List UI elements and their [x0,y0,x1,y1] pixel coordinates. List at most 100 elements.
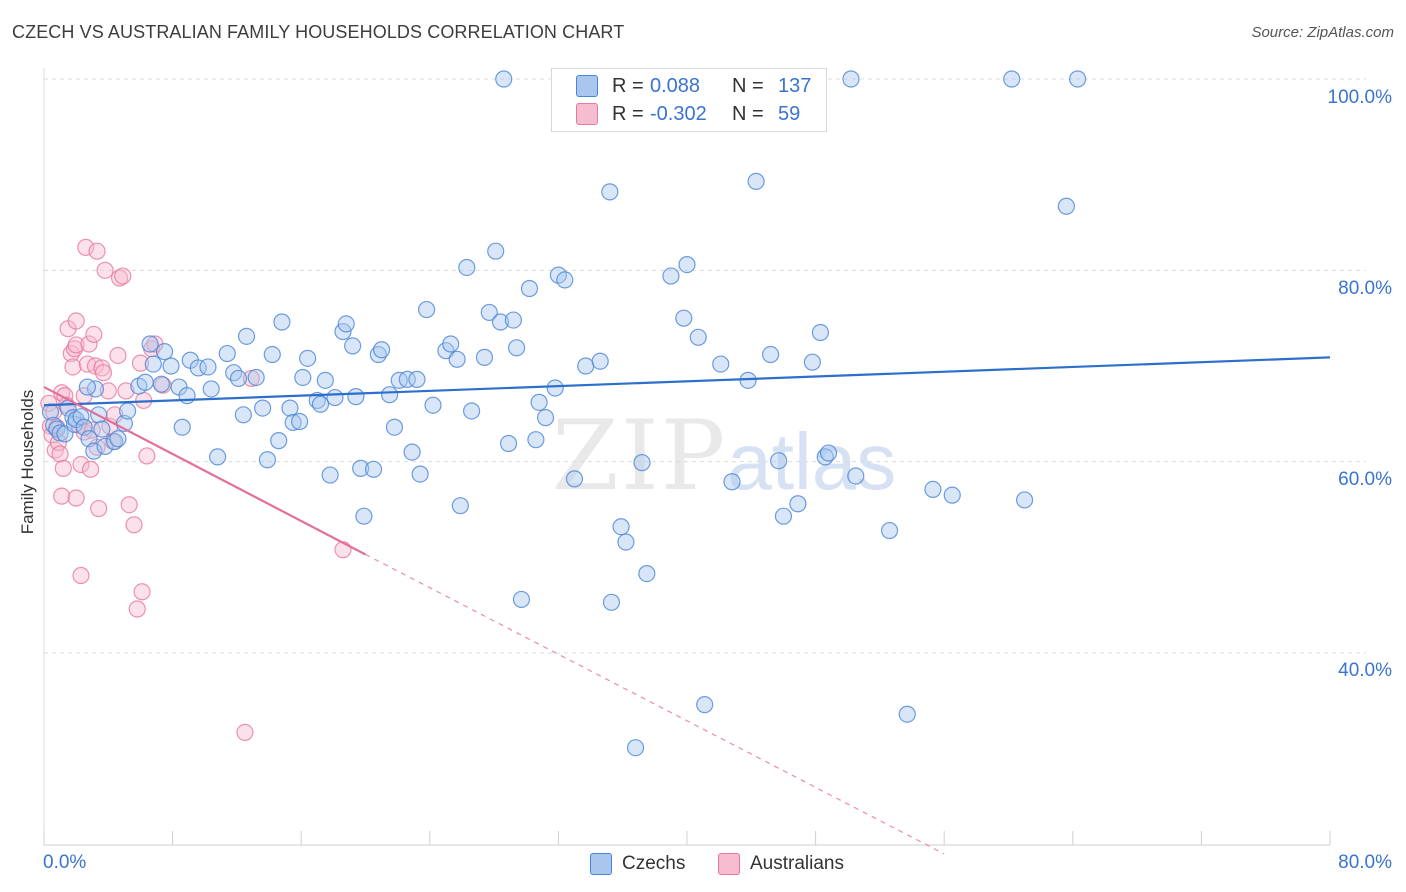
australians-point [53,487,71,505]
czechs-point [924,480,942,499]
czechs-point [601,183,619,201]
czechs-point [712,355,730,373]
x-axis [43,831,1331,846]
australians-points [40,238,352,742]
czechs-point [96,437,114,455]
czechs-point [842,70,860,88]
czechs-point [480,303,498,322]
czechs-point [352,459,370,477]
australians-point [88,242,106,260]
czechs-point [403,443,421,461]
czechs-point [162,357,180,375]
legend-item-czechs[interactable]: Czechs [590,851,685,877]
legend-row-czechs: R = 0.088 N = 137 [576,73,811,99]
australians-point [67,336,85,354]
czechs-point [723,473,741,491]
czechs-point [199,358,217,376]
czechs-point [448,350,466,368]
czechs-point [442,335,460,353]
czechs-point [424,396,442,414]
australians-point [120,496,138,514]
australians-point [128,600,146,618]
czechs-point [141,335,159,353]
czechs-point [263,345,281,364]
czechs-point [1069,70,1087,88]
czechs-point [344,337,362,355]
czechs-point [237,327,256,345]
czechs-point [847,467,865,485]
australians-point [236,723,254,742]
czechs-point [229,369,248,388]
czechs-point [109,430,127,448]
n-label: N = [732,102,764,125]
y-tick-label: 60.0% [1338,469,1392,490]
czechs-point [155,343,174,361]
czechs-point [739,371,757,389]
czechs-point [294,368,312,387]
czechs-point [499,434,518,453]
australians-point [72,566,90,585]
australians-point [334,541,352,559]
czechs-point [372,341,391,359]
czechs-point [662,267,680,285]
australians-point [117,382,135,400]
australians-point [40,394,58,412]
czechs-point [398,370,416,388]
czechs-point [408,370,426,388]
czechs-point [417,300,436,319]
n-value: 59 [778,102,801,125]
czechs-point [247,368,265,387]
czechs-point [774,507,793,525]
australians-point [67,312,85,330]
czechs-trend-line [43,356,1331,407]
r-label: R = [612,74,644,97]
trend-lines [43,356,1331,855]
czechs-point [411,465,429,483]
czechs-point [316,371,334,389]
czechs-point [803,353,821,371]
australians-point [125,516,143,534]
australians-point [109,346,127,365]
australians-point [67,489,85,507]
czechs-point [678,255,696,274]
australians-point [138,447,156,465]
czechs-point [209,448,227,466]
czechs-point [527,431,545,449]
n-value: 137 [778,74,812,97]
czechs-point [577,357,595,375]
czechs-point [689,328,707,346]
australians-point [62,344,80,363]
czechs-point [508,339,526,357]
australians-point [99,382,117,400]
czechs-point [152,375,170,393]
czechs-point [536,409,555,427]
y-tick-label: 80.0% [1338,278,1392,299]
y-axis-label: Family Households [18,389,37,535]
stats-legend: R = 0.088 N = 137 R = -0.302 N = 59 [551,68,827,132]
australians-point [114,267,132,285]
czechs-point [347,388,365,406]
czechs-point [311,395,330,413]
czechs-point [381,386,399,404]
x-tick-label-max: 80.0% [1338,852,1392,873]
czechs-point [504,311,522,329]
australians-point [82,460,100,478]
czechs-point [495,70,513,88]
czechs-point [811,323,830,342]
czechs-point [789,495,807,513]
czechs-point [520,279,539,298]
czechs-point [602,593,621,611]
czechs-point [85,442,103,460]
australians-point [85,325,103,344]
grid [43,68,1366,845]
australians-point [51,445,69,463]
czechs-point [290,412,309,431]
czechs-point [284,413,302,432]
legend-item-australians[interactable]: Australians [718,851,844,877]
n-label: N = [732,74,764,97]
r-value: -0.302 [650,102,707,125]
czechs-point [258,451,277,469]
czechs-point [462,402,481,420]
czechs-point [612,518,630,536]
australians-swatch [718,853,740,875]
